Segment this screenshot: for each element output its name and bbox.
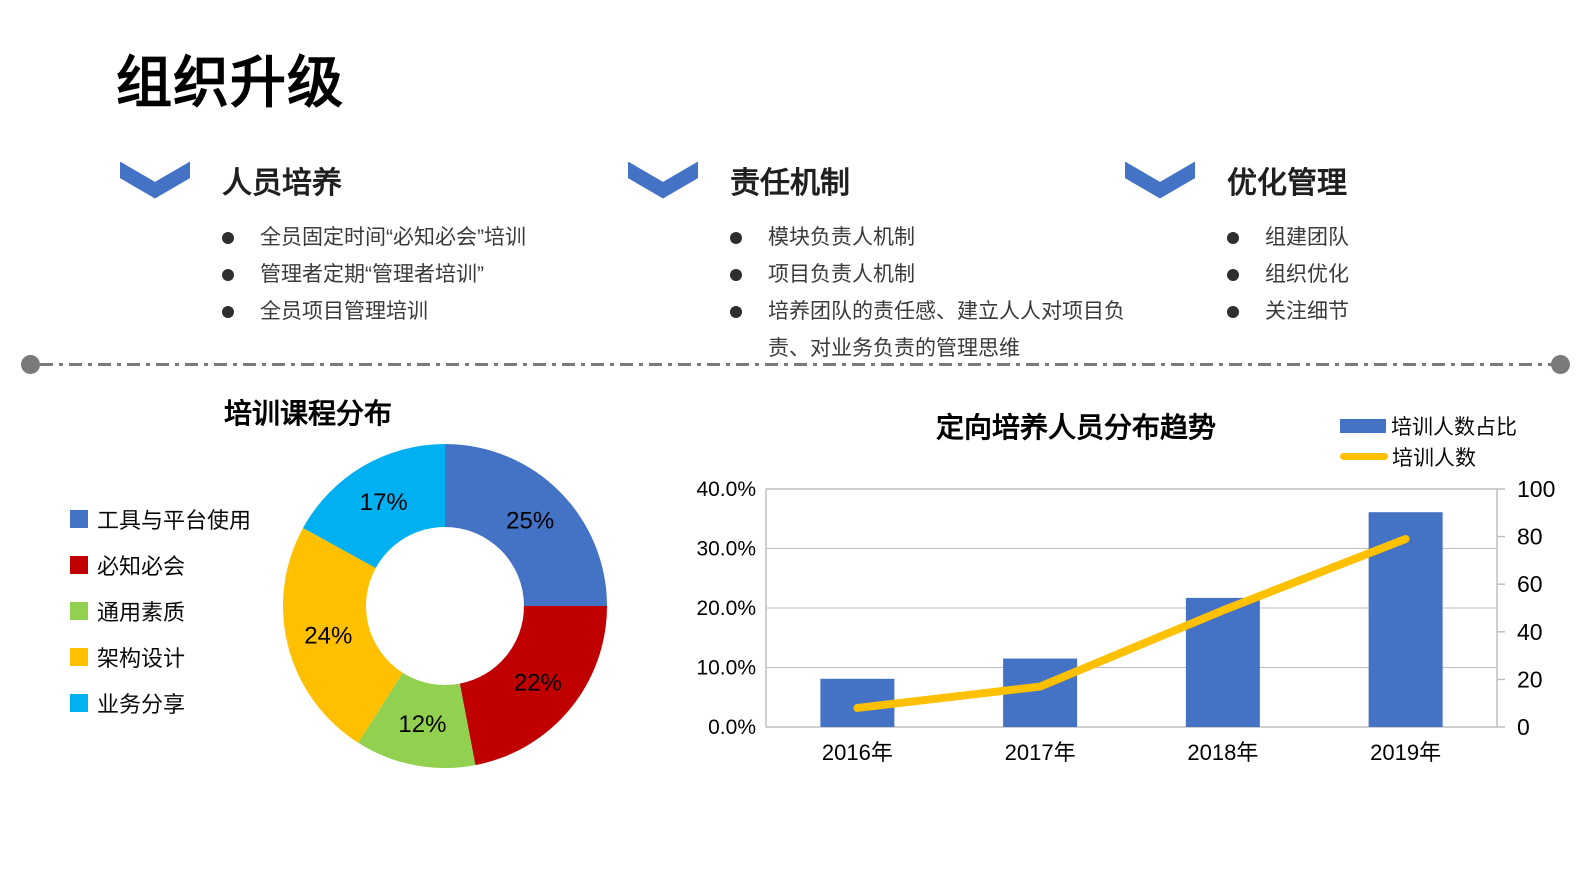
bullet-item: 关注细节 xyxy=(1227,293,1555,330)
bullet-icon xyxy=(222,232,234,244)
svg-text:2016年: 2016年 xyxy=(822,740,893,765)
divider-right-dot xyxy=(1551,355,1570,374)
svg-text:30.0%: 30.0% xyxy=(696,538,756,561)
bullet-item: 组织优化 xyxy=(1227,256,1555,293)
bullet-text: 组织优化 xyxy=(1265,263,1349,286)
section-responsibility-mechanism: 责任机制 模块负责人机制 项目负责人机制 培养团队的责任感、建立人人对项目负责、… xyxy=(628,158,1158,367)
combo-chart: 0.0% 10.0% 20.0% 30.0% 40.0% 0 20 40 60 80 100 2016… xyxy=(696,476,1555,765)
legend-item: 培训人数 xyxy=(1340,441,1517,472)
bullet-item: 培养团队的责任感、建立人人对项目负责、对业务负责的管理思维 xyxy=(730,293,1158,367)
legend-item: 必知必会 xyxy=(70,542,251,588)
svg-text:0: 0 xyxy=(1517,714,1530,740)
svg-text:20.0%: 20.0% xyxy=(696,597,756,620)
bullet-icon xyxy=(222,306,234,318)
legend-color-chip xyxy=(70,510,88,528)
legend-color-chip xyxy=(70,648,88,666)
line-series-swatch xyxy=(1340,453,1388,460)
bullet-icon xyxy=(222,269,234,281)
legend-color-chip xyxy=(70,602,88,620)
svg-text:2017年: 2017年 xyxy=(1005,740,1076,765)
bullet-item: 模块负责人机制 xyxy=(730,219,1158,256)
bullet-text: 模块负责人机制 xyxy=(768,226,915,249)
bullet-text: 全员固定时间“必知必会”培训 xyxy=(260,226,526,249)
bullet-text: 组建团队 xyxy=(1265,226,1349,249)
chevron-down-icon xyxy=(628,161,698,199)
svg-text:0.0%: 0.0% xyxy=(708,716,756,739)
chevron-down-icon xyxy=(1125,161,1195,199)
legend-label: 通用素质 xyxy=(97,600,186,625)
bullet-item: 项目负责人机制 xyxy=(730,256,1158,293)
svg-text:12%: 12% xyxy=(398,711,446,738)
combo-legend: 培训人数占比 培训人数 xyxy=(1340,410,1517,472)
pie-legend: 工具与平台使用 必知必会 通用素质 架构设计 业务分享 xyxy=(70,496,251,726)
legend-item: 通用素质 xyxy=(70,588,251,634)
legend-item: 业务分享 xyxy=(70,680,251,726)
section-header: 优化管理 xyxy=(1125,158,1555,202)
legend-item: 架构设计 xyxy=(70,634,251,680)
svg-text:25%: 25% xyxy=(506,507,554,534)
legend-label: 架构设计 xyxy=(97,646,186,671)
bullet-icon xyxy=(730,232,742,244)
section-personnel-training: 人员培养 全员固定时间“必知必会”培训 管理者定期“管理者培训” 全员项目管理培… xyxy=(120,158,610,330)
legend-label: 培训人数占比 xyxy=(1391,415,1517,439)
bullet-item: 组建团队 xyxy=(1227,219,1555,256)
bullet-item: 全员固定时间“必知必会”培训 xyxy=(222,219,610,256)
section-title: 优化管理 xyxy=(1227,167,1347,200)
legend-color-chip xyxy=(70,694,88,712)
bullet-icon xyxy=(1227,232,1239,244)
bullet-icon xyxy=(1227,269,1239,281)
bullet-text: 项目负责人机制 xyxy=(768,263,915,286)
legend-label: 工具与平台使用 xyxy=(97,508,252,533)
legend-color-chip xyxy=(70,556,88,574)
bullet-text: 全员项目管理培训 xyxy=(260,300,428,323)
bullet-text: 管理者定期“管理者培训” xyxy=(260,263,484,286)
bullet-list: 模块负责人机制 项目负责人机制 培养团队的责任感、建立人人对项目负责、对业务负责… xyxy=(628,219,1158,367)
svg-text:20: 20 xyxy=(1517,666,1543,692)
svg-text:2018年: 2018年 xyxy=(1187,740,1258,765)
legend-item: 工具与平台使用 xyxy=(70,496,251,542)
svg-text:60: 60 xyxy=(1517,571,1543,597)
page-title: 组织升级 xyxy=(116,51,344,114)
chevron-down-icon xyxy=(120,161,190,199)
svg-text:22%: 22% xyxy=(514,669,562,696)
section-optimize-management: 优化管理 组建团队 组织优化 关注细节 xyxy=(1125,158,1555,330)
svg-text:40: 40 xyxy=(1517,619,1543,645)
svg-text:40.0%: 40.0% xyxy=(696,478,756,501)
svg-text:80: 80 xyxy=(1517,524,1543,550)
svg-text:100: 100 xyxy=(1517,476,1555,502)
legend-item: 培训人数占比 xyxy=(1340,410,1517,441)
svg-text:10.0%: 10.0% xyxy=(696,657,756,680)
combo-chart-title: 定向培养人员分布趋势 xyxy=(935,412,1216,443)
legend-label: 业务分享 xyxy=(97,692,186,717)
section-header: 人员培养 xyxy=(120,158,610,202)
bullet-icon xyxy=(730,306,742,318)
bullet-list: 组建团队 组织优化 关注细节 xyxy=(1125,219,1555,330)
legend-label: 培训人数 xyxy=(1392,446,1476,470)
bar-series-swatch xyxy=(1340,418,1386,433)
bullet-icon xyxy=(730,269,742,281)
section-title: 人员培养 xyxy=(222,167,342,200)
bullet-text: 培养团队的责任感、建立人人对项目负责、对业务负责的管理思维 xyxy=(768,300,1125,360)
divider-line xyxy=(21,355,1570,374)
bullet-item: 全员项目管理培训 xyxy=(222,293,610,330)
divider-left-dot xyxy=(21,355,40,374)
section-title: 责任机制 xyxy=(730,167,850,200)
donut-chart: 25% 22% 12% 24% 17% xyxy=(283,444,607,768)
pie-chart-title: 培训课程分布 xyxy=(223,398,392,429)
bullet-text: 关注细节 xyxy=(1265,300,1349,323)
bullet-list: 全员固定时间“必知必会”培训 管理者定期“管理者培训” 全员项目管理培训 xyxy=(120,219,610,330)
bullet-icon xyxy=(1227,306,1239,318)
legend-label: 必知必会 xyxy=(97,554,186,579)
svg-text:17%: 17% xyxy=(360,489,408,516)
section-header: 责任机制 xyxy=(628,158,1158,202)
bullet-item: 管理者定期“管理者培训” xyxy=(222,256,610,293)
svg-text:2019年: 2019年 xyxy=(1370,740,1441,765)
svg-text:24%: 24% xyxy=(304,622,352,649)
